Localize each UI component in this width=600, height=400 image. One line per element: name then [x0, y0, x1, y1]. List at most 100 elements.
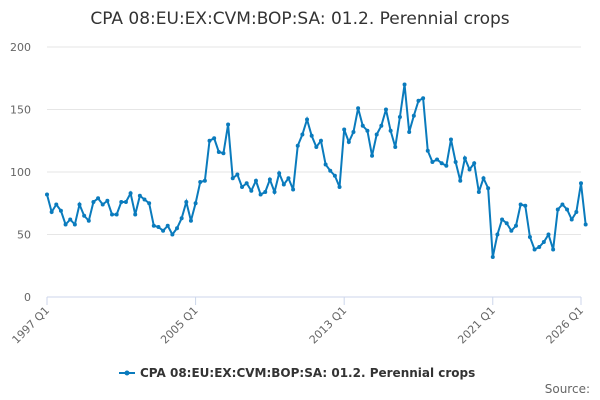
point	[54, 202, 59, 207]
point	[518, 202, 523, 207]
point	[342, 127, 347, 132]
point	[86, 218, 91, 223]
point	[365, 128, 370, 133]
point	[119, 200, 124, 204]
point	[332, 173, 337, 178]
point	[175, 226, 180, 231]
x-tick-label: 2026 Q1	[544, 304, 587, 347]
point	[444, 163, 449, 168]
point	[504, 221, 509, 226]
point	[490, 255, 495, 259]
point	[258, 192, 263, 197]
point	[128, 191, 133, 196]
y-tick-label: 0	[24, 291, 31, 304]
point	[360, 123, 365, 128]
point	[147, 201, 152, 206]
point	[388, 128, 393, 133]
point	[305, 117, 310, 122]
point	[356, 106, 361, 111]
point	[267, 177, 272, 182]
x-tick-label: 2013 Q1	[307, 304, 350, 347]
point	[221, 151, 226, 156]
point	[416, 98, 421, 103]
point	[142, 197, 147, 202]
point	[272, 190, 277, 194]
point	[532, 247, 537, 252]
point	[574, 210, 579, 214]
point	[277, 171, 282, 176]
point	[467, 167, 472, 172]
point	[453, 160, 458, 164]
point	[202, 178, 207, 183]
point	[314, 145, 319, 149]
point	[216, 150, 221, 154]
y-tick-label: 150	[10, 104, 31, 117]
x-tick-label: 2021 Q1	[455, 304, 498, 347]
point	[374, 132, 379, 137]
point	[407, 130, 412, 134]
point	[476, 190, 481, 194]
point	[486, 186, 491, 191]
point	[346, 140, 351, 144]
point	[541, 240, 546, 244]
y-tick-label: 50	[17, 229, 31, 242]
point	[383, 107, 388, 112]
point	[435, 157, 440, 162]
point	[72, 222, 77, 227]
point	[411, 113, 416, 118]
point	[96, 196, 101, 201]
point	[555, 207, 560, 212]
point	[337, 185, 342, 189]
series-line	[46, 84, 587, 258]
point	[472, 161, 477, 166]
point	[583, 222, 588, 227]
point	[300, 132, 305, 137]
point	[500, 217, 505, 222]
point	[263, 190, 268, 194]
point	[439, 161, 444, 166]
point	[77, 202, 82, 207]
x-tick-label: 2005 Q1	[158, 304, 201, 347]
point	[198, 180, 203, 184]
point	[133, 212, 138, 217]
point	[45, 192, 49, 197]
point	[397, 115, 402, 119]
point	[560, 202, 565, 207]
point	[184, 200, 189, 204]
point	[309, 133, 314, 138]
point	[546, 232, 551, 237]
point	[151, 223, 156, 228]
point	[579, 181, 583, 186]
point	[551, 247, 556, 252]
point	[105, 198, 110, 203]
point	[91, 200, 96, 204]
point	[458, 178, 463, 183]
point	[114, 212, 119, 217]
legend-marker	[124, 370, 130, 376]
point	[565, 207, 570, 212]
point	[226, 122, 231, 127]
chart-title: CPA 08:EU:EX:CVM:BOP:SA: 01.2. Perennial…	[90, 9, 509, 29]
point	[291, 187, 296, 192]
y-tick-label: 100	[10, 166, 31, 179]
point	[537, 245, 542, 249]
point	[123, 200, 128, 204]
point	[295, 143, 300, 148]
point	[68, 217, 73, 222]
point	[49, 210, 54, 214]
point	[379, 123, 384, 128]
point	[170, 232, 175, 237]
point	[509, 228, 514, 233]
point	[253, 178, 258, 183]
point	[193, 201, 198, 206]
point	[351, 130, 356, 134]
point	[421, 96, 426, 101]
point	[513, 223, 518, 228]
point	[235, 172, 240, 177]
point	[100, 202, 105, 207]
point	[523, 203, 528, 208]
y-tick-label: 200	[10, 41, 31, 54]
point	[527, 235, 532, 239]
point	[328, 168, 333, 173]
